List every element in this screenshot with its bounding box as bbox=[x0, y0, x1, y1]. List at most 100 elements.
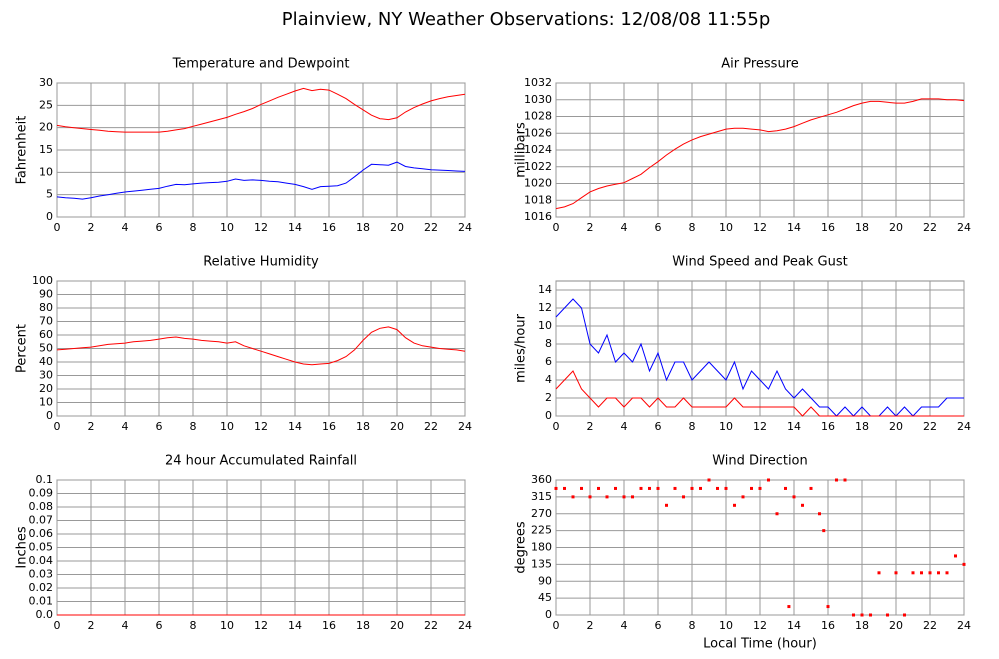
y-tick-label: 0.03 bbox=[29, 568, 54, 581]
data-point bbox=[886, 613, 889, 617]
data-point bbox=[588, 495, 592, 499]
data-point bbox=[954, 554, 957, 558]
data-point bbox=[707, 478, 711, 482]
y-tick-label: 12 bbox=[538, 301, 552, 314]
x-tick-label: 22 bbox=[923, 221, 937, 234]
x-tick-label: 8 bbox=[190, 221, 197, 234]
data-point bbox=[920, 571, 923, 575]
y-tick-label: 10 bbox=[538, 319, 552, 332]
x-tick-label: 4 bbox=[122, 420, 129, 433]
page-title: Plainview, NY Weather Observations: 12/0… bbox=[282, 9, 771, 30]
y-tick-label: 8 bbox=[545, 337, 552, 350]
y-tick-label: 0.02 bbox=[29, 581, 54, 594]
x-tick-label: 10 bbox=[719, 420, 733, 433]
y-tick-label: 1020 bbox=[524, 177, 552, 190]
y-tick-label: 0 bbox=[545, 608, 552, 621]
data-point bbox=[894, 571, 898, 575]
x-tick-label: 14 bbox=[787, 619, 801, 632]
x-tick-label: 16 bbox=[821, 221, 835, 234]
chart-title: 24 hour Accumulated Rainfall bbox=[165, 454, 357, 469]
y-tick-label: 30 bbox=[39, 76, 53, 89]
y-tick-label: 14 bbox=[538, 283, 552, 296]
y-tick-label: 1030 bbox=[524, 93, 552, 106]
x-tick-label: 12 bbox=[753, 420, 767, 433]
y-tick-label: 30 bbox=[39, 369, 53, 382]
data-point bbox=[597, 486, 600, 490]
x-tick-label: 12 bbox=[254, 221, 268, 234]
data-line bbox=[555, 98, 965, 210]
y-tick-label: 1026 bbox=[524, 126, 552, 139]
y-tick-label: 1024 bbox=[524, 143, 552, 156]
data-point bbox=[665, 503, 668, 507]
y-tick-label: 135 bbox=[531, 557, 552, 570]
data-point bbox=[822, 529, 826, 533]
y-tick-label: 50 bbox=[39, 342, 53, 355]
y-axis-label: Percent bbox=[15, 324, 30, 373]
chart-title: Temperature and Dewpoint bbox=[172, 57, 350, 72]
x-tick-label: 20 bbox=[889, 619, 903, 632]
data-point bbox=[656, 486, 660, 490]
chart-title: Wind Speed and Peak Gust bbox=[672, 255, 847, 270]
y-axis-label: millibars bbox=[514, 122, 529, 178]
data-point bbox=[877, 571, 881, 575]
x-tick-label: 20 bbox=[889, 420, 903, 433]
y-tick-label: 40 bbox=[39, 355, 53, 368]
y-axis-label: Inches bbox=[15, 526, 30, 568]
x-tick-label: 14 bbox=[288, 221, 302, 234]
y-tick-label: 0.0 bbox=[36, 608, 54, 621]
y-axis-label: degrees bbox=[514, 521, 529, 574]
y-tick-label: 10 bbox=[39, 396, 53, 409]
x-tick-label: 2 bbox=[88, 420, 95, 433]
x-tick-label: 18 bbox=[356, 420, 370, 433]
y-tick-label: 0.05 bbox=[29, 541, 54, 554]
data-point bbox=[724, 486, 728, 490]
x-tick-label: 22 bbox=[923, 619, 937, 632]
y-tick-label: 25 bbox=[39, 98, 53, 111]
x-tick-label: 8 bbox=[689, 619, 696, 632]
y-tick-label: 0 bbox=[46, 409, 53, 422]
x-tick-label: 18 bbox=[855, 619, 869, 632]
x-tick-label: 20 bbox=[390, 420, 404, 433]
data-point bbox=[758, 486, 762, 490]
x-tick-label: 16 bbox=[821, 619, 835, 632]
y-tick-label: 0.09 bbox=[29, 487, 54, 500]
data-point bbox=[928, 571, 932, 575]
x-tick-label: 0 bbox=[553, 619, 560, 632]
x-tick-label: 0 bbox=[553, 221, 560, 234]
x-tick-label: 16 bbox=[322, 221, 336, 234]
data-point bbox=[792, 495, 796, 499]
y-tick-label: 70 bbox=[39, 315, 53, 328]
x-tick-label: 12 bbox=[753, 619, 767, 632]
x-tick-label: 22 bbox=[424, 221, 438, 234]
chart-title: Air Pressure bbox=[721, 57, 799, 72]
data-point bbox=[682, 495, 685, 499]
x-tick-label: 4 bbox=[621, 221, 628, 234]
y-tick-label: 180 bbox=[531, 541, 552, 554]
data-point bbox=[903, 613, 906, 617]
chart-title: Relative Humidity bbox=[203, 255, 319, 270]
data-point bbox=[690, 486, 694, 490]
data-point bbox=[673, 486, 677, 490]
data-point bbox=[631, 495, 634, 499]
data-point bbox=[775, 512, 779, 516]
y-tick-label: 90 bbox=[39, 288, 53, 301]
x-tick-label: 4 bbox=[621, 420, 628, 433]
data-point bbox=[962, 562, 966, 566]
x-tick-label: 24 bbox=[957, 619, 971, 632]
data-point bbox=[911, 571, 915, 575]
x-tick-label: 6 bbox=[156, 420, 163, 433]
data-point bbox=[860, 613, 864, 617]
y-tick-label: 0.04 bbox=[29, 554, 54, 567]
x-tick-label: 6 bbox=[655, 619, 662, 632]
y-tick-label: 45 bbox=[538, 591, 552, 604]
x-tick-label: 6 bbox=[156, 221, 163, 234]
x-tick-label: 0 bbox=[553, 420, 560, 433]
x-tick-label: 2 bbox=[587, 221, 594, 234]
y-tick-label: 20 bbox=[39, 382, 53, 395]
y-tick-label: 15 bbox=[39, 143, 53, 156]
x-tick-label: 2 bbox=[587, 420, 594, 433]
x-tick-label: 12 bbox=[254, 420, 268, 433]
x-tick-label: 24 bbox=[957, 221, 971, 234]
y-tick-label: 6 bbox=[545, 355, 552, 368]
